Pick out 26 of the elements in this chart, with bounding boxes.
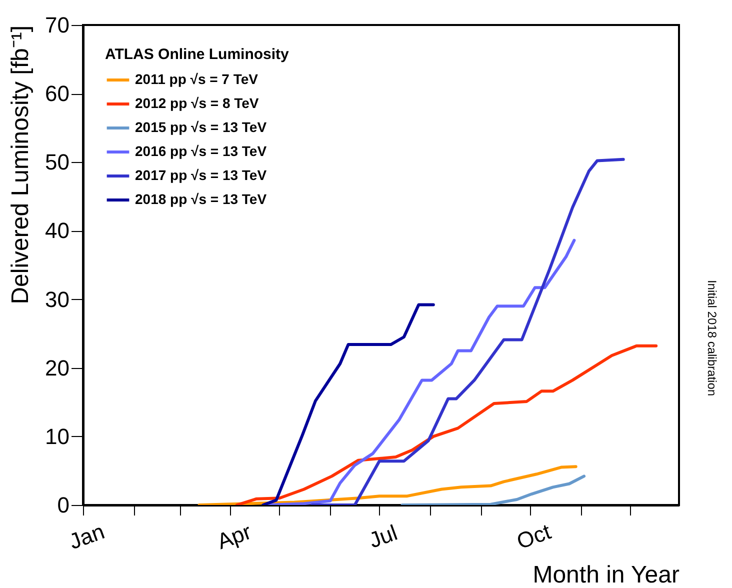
line-series bbox=[262, 303, 435, 505]
legend-label: 2011 pp √s = 7 TeV bbox=[135, 71, 259, 87]
legend-label: 2016 pp √s = 13 TeV bbox=[135, 143, 268, 159]
line-series bbox=[235, 344, 658, 505]
legend-label: 2015 pp √s = 13 TeV bbox=[135, 119, 268, 135]
line-series bbox=[400, 474, 586, 505]
y-tick-label: 0 bbox=[57, 492, 70, 518]
legend-label: 2017 pp √s = 13 TeV bbox=[135, 167, 268, 183]
y-tick-label: 60 bbox=[45, 81, 70, 106]
x-axis-title: Month in Year bbox=[532, 561, 680, 588]
y-tick-label: 70 bbox=[45, 12, 70, 38]
y-tick-label: 40 bbox=[45, 218, 70, 244]
y-tick-label: 20 bbox=[45, 355, 70, 380]
x-tick-label: Jul bbox=[366, 520, 401, 553]
y-tick-label: 10 bbox=[45, 424, 70, 449]
text: Initial 2018 calibration bbox=[705, 280, 719, 396]
y-tick-label: 30 bbox=[45, 286, 70, 312]
x-tick-label: Jan bbox=[66, 518, 108, 554]
legend-label: 2012 pp √s = 8 TeV bbox=[135, 95, 260, 111]
line-series bbox=[310, 158, 625, 505]
y-axis-title: Delivered Luminosity [fb⁻¹] bbox=[7, 26, 34, 304]
legend-label: 2018 pp √s = 13 TeV bbox=[135, 191, 268, 207]
legend-title: ATLAS Online Luminosity bbox=[105, 46, 290, 63]
y-tick-label: 50 bbox=[45, 150, 70, 175]
x-tick-label: Apr bbox=[214, 518, 254, 554]
x-tick-label: Oct bbox=[513, 518, 554, 554]
